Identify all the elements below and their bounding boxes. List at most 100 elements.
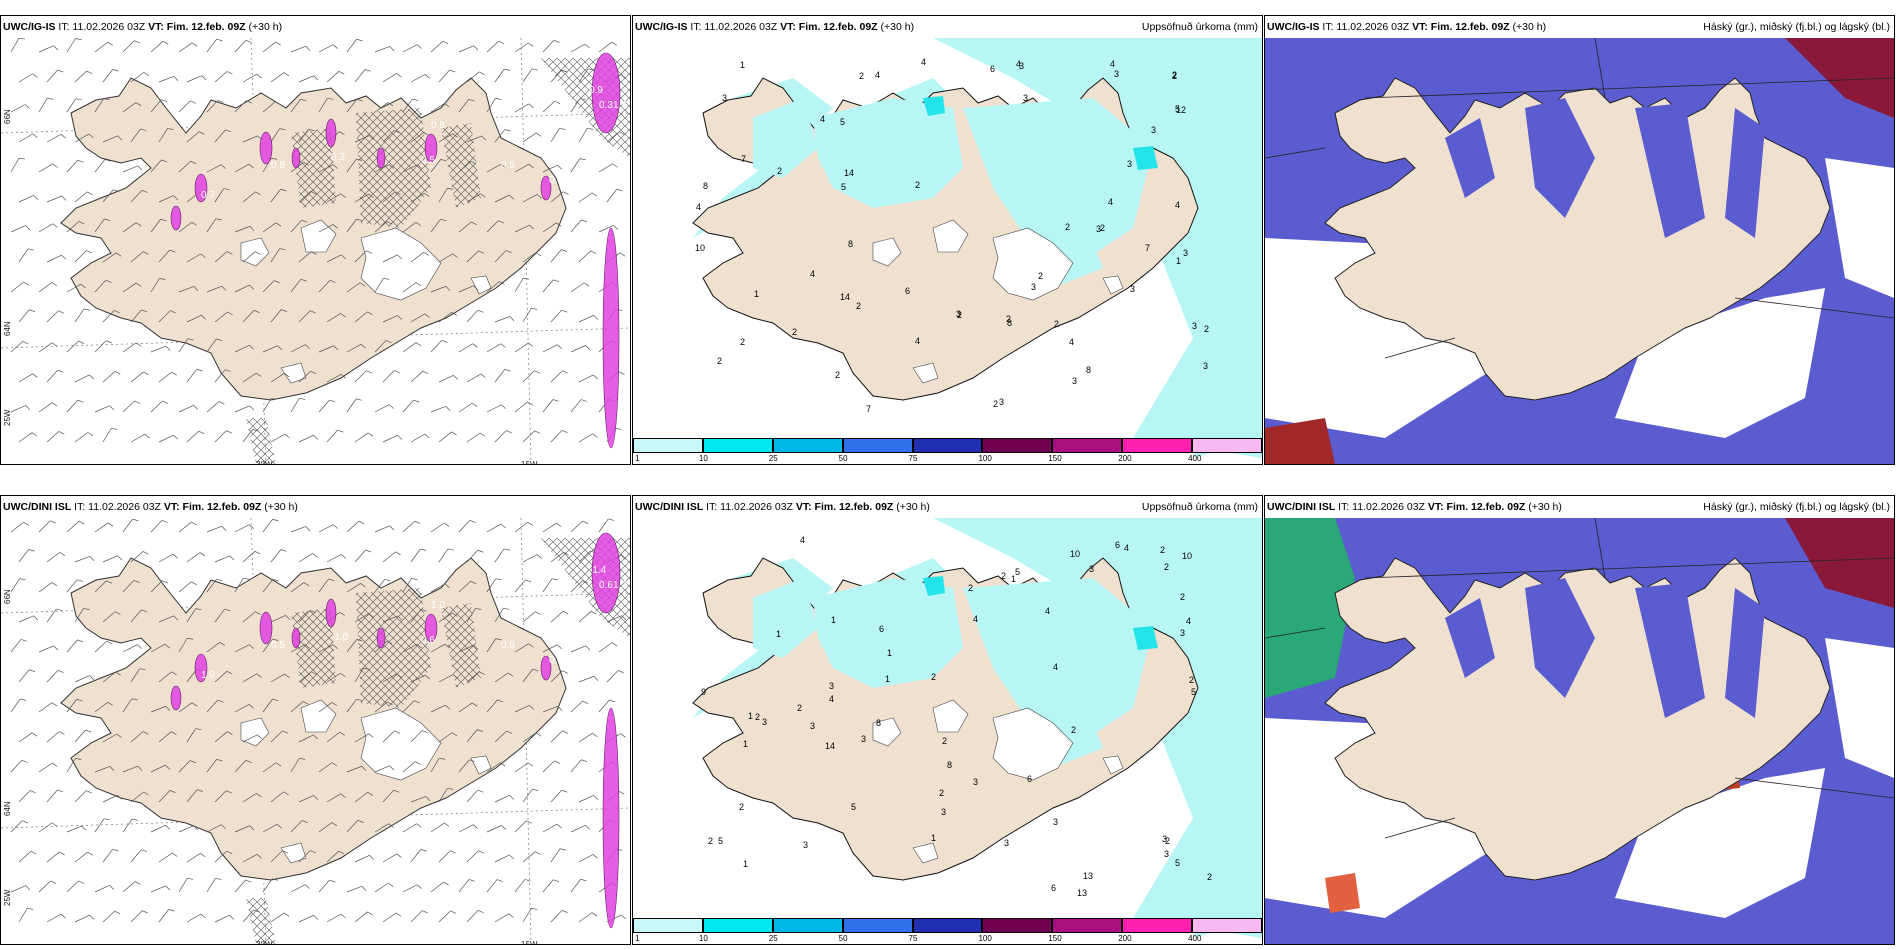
cloud-map [1265,38,1894,464]
wind-barb [514,163,534,173]
glacier-outline [1102,755,1124,775]
precip-peak [923,96,945,116]
precip-value-label: 8 [703,181,708,191]
precip-value-label: 12 [1176,105,1186,115]
wind-barb [262,280,280,293]
wind-barb [438,548,454,563]
wind-barb [494,250,512,263]
precip-value-label: 3 [1183,248,1188,258]
wind-barb [326,913,346,923]
wind-barb [94,340,112,353]
wind-barb [270,850,288,863]
wind-barb [94,41,113,53]
it-time: 11.02.2026 03Z [701,21,781,33]
wind-barb [46,670,64,683]
wind-barb [410,910,428,923]
wind-barb [570,645,591,653]
boundary-line [1594,38,1606,99]
precip-value-label: 2 [740,337,745,347]
colorbar-tick-label: 10 [698,454,708,463]
wind-barb [150,218,167,233]
wind-barb [102,611,121,623]
wind-barb [354,855,375,863]
wind-barb [326,429,344,443]
wind-barb [346,885,367,893]
field-value-label: 0.6 [421,635,435,646]
wind-barb [206,99,224,113]
it-label: IT: [706,501,718,513]
model-name: UWC/DINI ISL [3,501,72,513]
wind-barb [94,885,115,893]
wind-barb [374,701,393,713]
wind-barb [542,39,560,53]
precip-value-label: 5 [1175,858,1180,868]
wind-barb [458,285,479,293]
precip-value-label: 4 [1110,59,1115,69]
wind-barb [346,38,363,53]
wind-barb [122,765,143,773]
precip-value-label: 2 [942,736,947,746]
glacier-outline [872,237,902,267]
wind-barb [66,521,85,533]
axis-label-lon-20w: 20W [256,940,273,945]
wind-barb [94,98,110,113]
wind-barb [374,277,390,293]
vertical-velocity-area [376,147,386,169]
wind-barb [18,248,34,263]
wind-barb [10,405,31,413]
wind-barb [10,225,31,233]
wind-barb [262,518,279,533]
wind-barb [262,222,282,233]
precip-value-label: 4 [820,114,825,124]
wind-barb [214,71,233,83]
wind-barb [318,97,334,113]
precip-value-label: 3 [1192,321,1197,331]
wind-barb [466,135,487,143]
precip-value-label: 3 [1031,282,1036,292]
wind-barb [130,190,148,203]
longitude-line [520,518,532,944]
wind-barb [206,285,227,293]
wind-barb [598,41,617,53]
wind-barb [214,369,231,383]
wind-barb [514,521,533,533]
wind-barb [466,729,483,743]
wind-barb [130,433,150,443]
wind-barb [514,762,534,773]
wind-barb [466,549,484,563]
wind-barb [74,914,95,923]
wind-barb [578,732,598,743]
wind-barb [298,553,318,563]
model-name: UWC/IG-IS [635,21,688,33]
wind-barb [430,218,447,233]
wind-barb [234,577,250,593]
precip-value-label: 2 [717,356,722,366]
vertical-velocity-area [325,598,337,628]
precip-value-label: 5 [718,836,723,846]
wind-barb [514,579,532,593]
wind-barb [486,163,506,173]
wind-barb [318,578,335,593]
cloud-map [1265,518,1894,944]
wind-barb [74,133,94,143]
lead-time: (+30 h) [880,21,915,33]
field-title: Uppsöfnuð úrkoma (mm) [1141,501,1258,513]
wind-barb [158,852,178,863]
precip-value-label: 7 [741,154,746,164]
wind-barb [326,850,345,863]
wind-barb [410,609,427,623]
wind-barb [122,342,142,353]
wind-barb [18,851,37,863]
precip-value-label: 10 [695,243,705,253]
wind-barb [10,281,29,293]
panel-wind-dini: UWC/DINI ISL IT: 11.02.2026 03Z VT: Fim.… [0,495,631,945]
wind-barb [438,787,454,803]
wind-barb [410,796,431,803]
vertical-velocity-area [602,707,620,929]
wind-barb [18,790,36,803]
wind-barb [522,370,540,383]
wind-barb [130,609,148,623]
wind-barb [94,640,113,653]
wind-barb [214,731,233,743]
wind-barb [430,643,450,653]
